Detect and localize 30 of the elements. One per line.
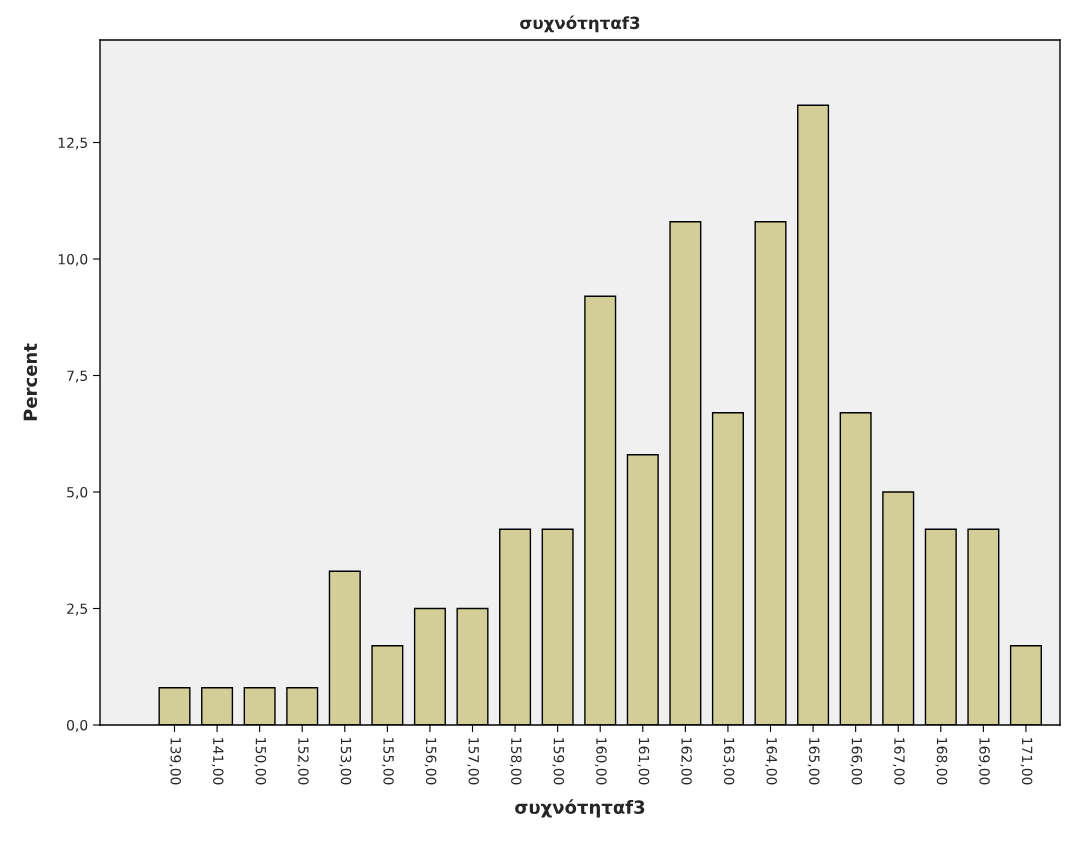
x-tick-label: 171,00 (1020, 738, 1033, 785)
x-tick-label: 162,00 (679, 738, 692, 785)
x-tick-label: 164,00 (765, 738, 777, 785)
x-tick-label: 169,00 (977, 738, 990, 785)
x-tick-label: 168,00 (935, 738, 948, 785)
x-tick-label: 155,00 (381, 738, 394, 785)
x-tick-label: 160,00 (594, 738, 607, 785)
x-tick-label: 150,00 (254, 738, 267, 785)
x-tick-label: 166,00 (850, 738, 863, 785)
chart-title: συχνότηταf3 (520, 15, 640, 33)
x-tick-label: 156,00 (424, 738, 437, 785)
x-tick-label: 159,00 (552, 738, 565, 785)
x-tick-label: 139,00 (169, 738, 181, 785)
y-tick-label: 0,0 (67, 719, 88, 732)
x-tick-label: 161,00 (637, 738, 650, 785)
x-tick-label: 153,00 (339, 738, 352, 785)
x-tick-label: 152,00 (296, 738, 309, 785)
y-tick-label: 5,0 (67, 486, 88, 499)
y-axis-title: Percent (23, 343, 38, 421)
x-tick-label: 167,00 (892, 738, 905, 785)
x-axis-title: συχνότηταf3 (515, 799, 645, 818)
y-tick-label: 2,5 (67, 603, 87, 616)
x-tick-label: 141,00 (211, 738, 224, 785)
x-tick-label: 165,00 (807, 738, 820, 785)
x-tick-label: 163,00 (722, 738, 735, 785)
x-tick-label: 158,00 (509, 738, 522, 785)
x-tick-label: 157,00 (467, 738, 479, 785)
y-tick-label: 10,0 (58, 253, 88, 266)
y-tick-label: 12,5 (58, 137, 87, 150)
y-tick-label: 7,5 (67, 370, 87, 383)
